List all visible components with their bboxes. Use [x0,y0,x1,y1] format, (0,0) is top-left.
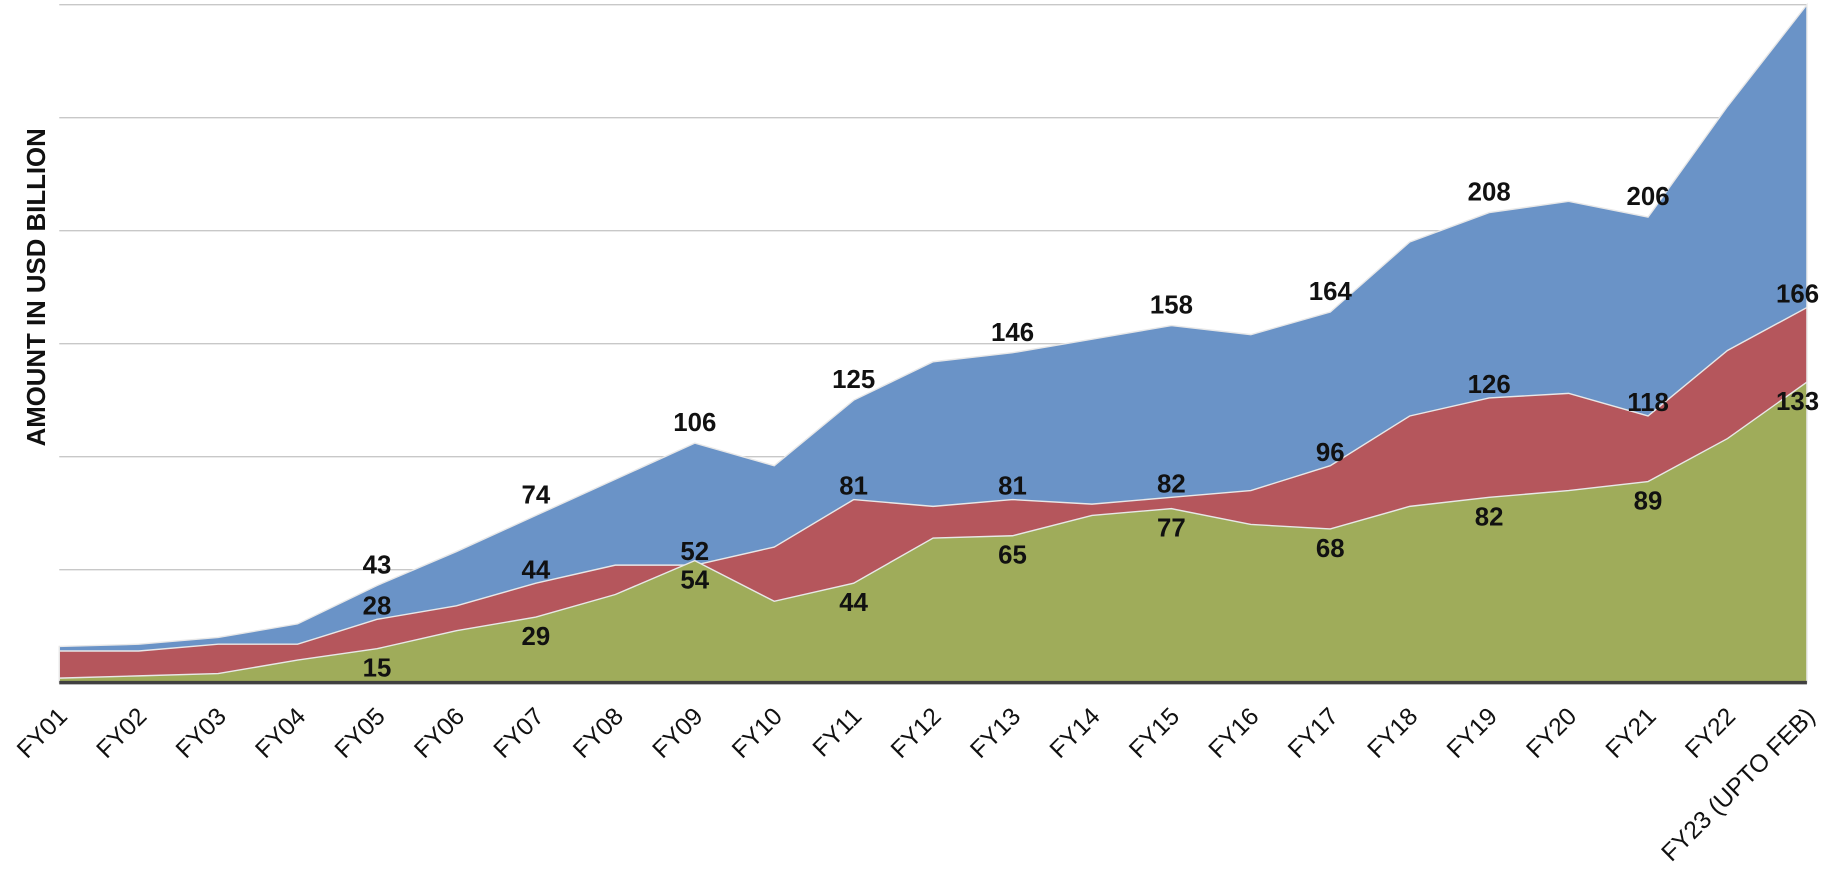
data-label: 166 [1776,281,1819,309]
data-label: 126 [1468,371,1511,399]
data-label: 96 [1316,439,1345,467]
x-tick-label: FY19 [1442,703,1503,764]
data-label: 81 [998,473,1027,501]
x-tick-label: FY21 [1601,703,1662,764]
data-label: 44 [839,589,868,617]
data-label: 15 [363,655,392,683]
data-label: 146 [991,319,1034,347]
data-label: 65 [998,542,1027,570]
data-label: 52 [680,538,709,566]
x-tick-label: FY05 [330,703,391,764]
data-label: 29 [522,623,551,651]
data-label: 133 [1776,388,1819,416]
data-label: 164 [1309,278,1353,306]
data-label: 43 [363,552,392,580]
x-tick-label: FY06 [409,703,470,764]
data-label: 118 [1627,389,1669,417]
area [58,380,1808,684]
x-tick-label: FY18 [1363,703,1424,764]
x-tick-label: FY07 [489,703,550,764]
x-tick-label: FY01 [12,703,73,764]
x-tick-label: FY23 (UPTO FEB) [1657,703,1821,867]
data-label: 208 [1468,179,1511,207]
data-label: 206 [1627,183,1670,211]
data-label: 44 [522,556,551,584]
x-tick-label: FY20 [1522,703,1583,764]
x-tick-label: FY14 [1045,703,1106,764]
data-label: 158 [1150,292,1193,320]
data-label: 82 [1475,503,1504,531]
data-label: 28 [363,592,392,620]
y-axis-label: AMOUNT IN USD BILLION [23,128,51,446]
x-tick-label: FY08 [568,703,629,764]
data-label: 68 [1316,535,1345,563]
x-tick-label: FY22 [1680,703,1741,764]
x-tick-label: FY15 [1124,703,1185,764]
data-label: 125 [832,366,875,394]
data-label: 77 [1157,515,1186,543]
data-label: 82 [1157,470,1186,498]
data-label: 74 [522,481,551,509]
x-tick-label: FY12 [886,703,947,764]
x-tick-label: FY17 [1283,703,1344,764]
x-tick-label: FY03 [171,703,232,764]
x-tick-label: FY13 [965,703,1026,764]
data-label: 89 [1634,487,1663,515]
x-tick-label: FY16 [1204,703,1265,764]
x-tick-label: FY09 [648,703,709,764]
x-tick-label: FY11 [808,703,867,762]
x-tick-label: FY04 [250,703,311,764]
data-label: 81 [839,473,868,501]
data-label: 54 [680,567,709,595]
data-label: 106 [673,409,716,437]
x-tick-label: FY02 [92,703,153,764]
x-tick-label: FY10 [727,703,788,764]
